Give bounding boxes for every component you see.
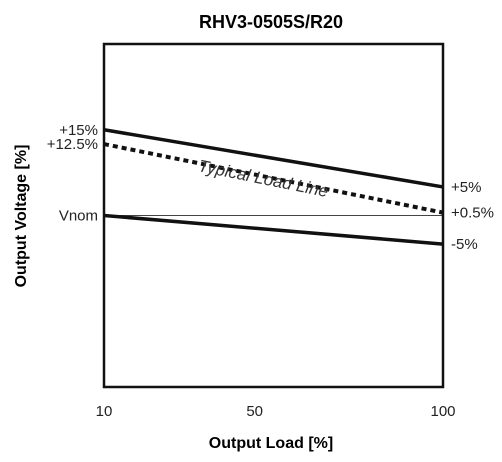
y-tick-label-left: +15% (59, 122, 98, 139)
tick-layer: 10 50 100 +15%+12.5% Vnom +5% +0.5% -5% (47, 122, 494, 420)
plot-frame (102, 42, 445, 389)
y-axis-label: Output Voltage [%] (13, 145, 30, 288)
x-axis-label: Output Load [%] (209, 435, 333, 452)
y-tick-label-left: Vnom (59, 208, 98, 225)
x-tick-label: 100 (430, 403, 455, 420)
x-tick-label: 50 (246, 403, 263, 420)
upper-limit-line (103, 128, 444, 189)
typical-load-line (103, 142, 444, 215)
y-tick-label-left: +12.5% (47, 136, 98, 153)
y-tick-label-right: +5% (451, 179, 481, 196)
y-tick-label-right: +0.5% (451, 205, 494, 222)
chart-title: RHV3-0505S/R20 (199, 12, 343, 32)
x-tick-label: 10 (96, 403, 113, 420)
y-tick-label-right: -5% (451, 236, 478, 253)
lower-limit-line (103, 213, 444, 246)
series-layer (103, 128, 444, 246)
